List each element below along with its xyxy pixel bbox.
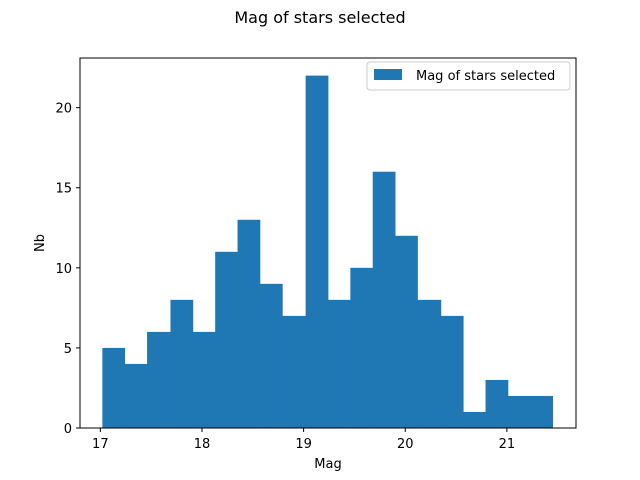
histogram-bar [417,299,442,428]
legend-frame [366,61,571,91]
x-tick-label: 19 [295,437,312,452]
histogram-bar [147,331,171,428]
histogram-bar [192,331,216,428]
y-tick-label: 20 [55,102,72,117]
histogram-bar [215,251,238,428]
x-axis: 17 18 19 20 21 [92,428,515,452]
histogram-bar [485,379,509,428]
histogram-bar [237,219,261,428]
histogram-bar [507,395,531,428]
y-tick-label: 0 [64,422,72,437]
y-axis-label: Nb [33,234,48,252]
chart-title: Mag of stars selected [234,8,405,27]
y-tick-label: 10 [55,262,72,277]
histogram-bar [305,75,329,428]
histogram-bar [372,171,396,428]
y-tick-label: 5 [64,342,72,357]
x-tick-label: 17 [92,437,109,452]
histogram-bar [350,267,374,428]
histogram-bar [440,315,464,428]
histogram-bar [395,235,418,428]
histogram-bar [124,363,148,428]
legend-entry-label: Mag of stars selected [416,69,555,84]
x-tick-label: 18 [194,437,211,452]
x-axis-label: Mag [314,457,341,472]
legend: Mag of stars selected [366,61,571,91]
histogram-bar [282,315,307,428]
histogram-bar [259,283,283,428]
y-tick-label: 15 [55,182,72,197]
histogram-bar [170,299,194,428]
y-axis: 0 5 10 15 20 [55,102,80,437]
histogram-bar [463,411,486,428]
legend-swatch [374,69,402,80]
bars-group [102,75,554,428]
x-tick-label: 20 [397,437,414,452]
histogram-bar [102,347,126,428]
x-tick-label: 21 [499,437,516,452]
histogram-bar [530,395,554,428]
plot-frame [79,57,577,429]
histogram-bar [328,299,351,428]
